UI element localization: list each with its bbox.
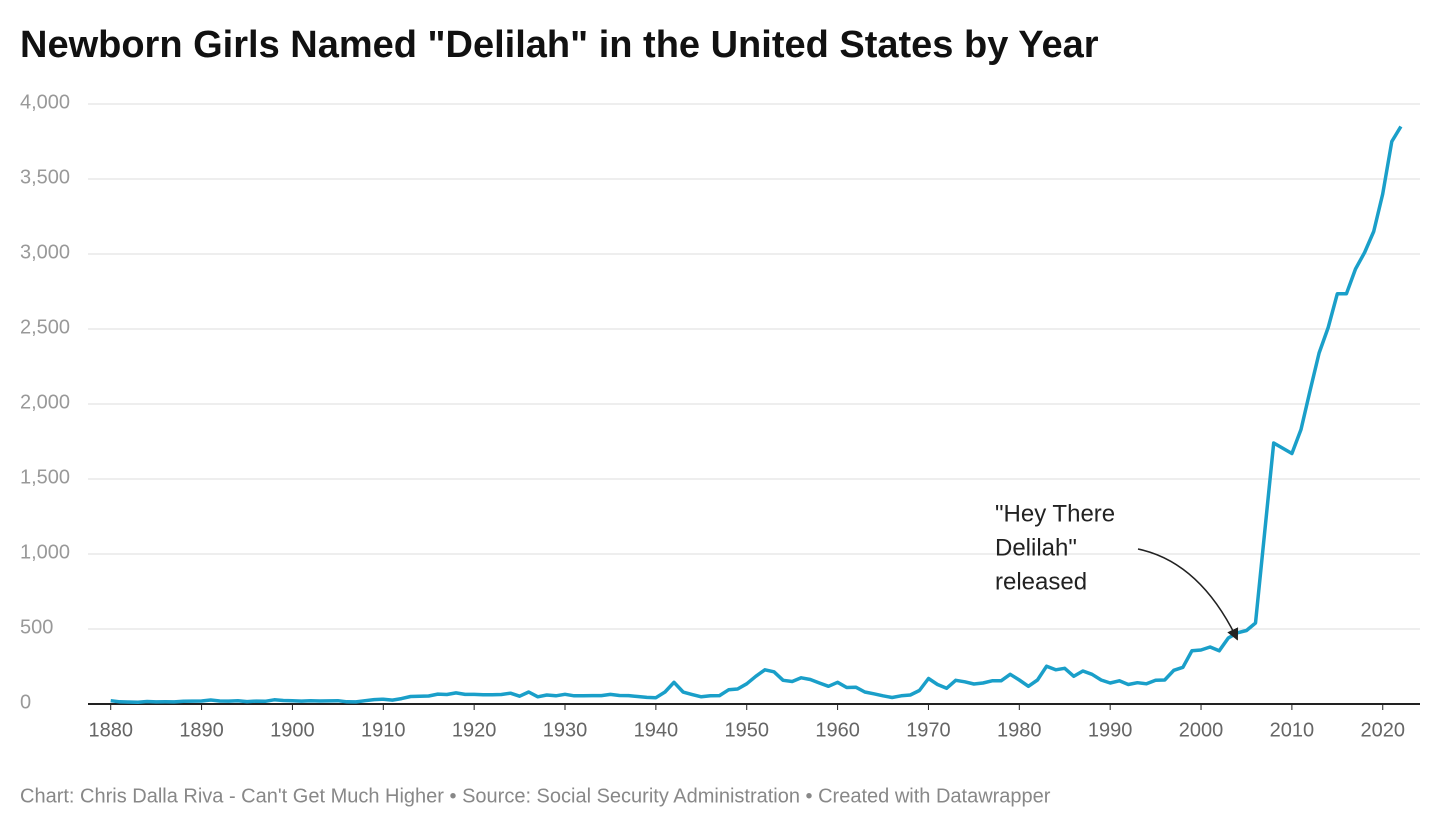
y-tick-label: 4,000: [20, 91, 70, 113]
chart-title: Newborn Girls Named "Delilah" in the Uni…: [20, 24, 1099, 66]
x-tick-label: 2000: [1179, 719, 1224, 741]
annotation-arrow: [1137, 548, 1239, 641]
x-tick-label: 1950: [724, 719, 769, 741]
annotation-text: released: [995, 568, 1087, 595]
x-tick-label: 1880: [88, 719, 133, 741]
x-tick-label: 1970: [906, 719, 951, 741]
x-tick-label: 1900: [270, 719, 315, 741]
x-tick-label: 2010: [1270, 719, 1315, 741]
data-line: [110, 125, 1403, 704]
annotation-text: "Hey There: [995, 500, 1115, 527]
y-tick-label: 1,000: [20, 541, 70, 563]
footer: Chart: Chris Dalla Riva - Can't Get Much…: [20, 785, 1051, 807]
y-tick-label: 3,500: [20, 166, 70, 188]
x-tick-label: 1910: [361, 719, 406, 741]
y-tick-label: 0: [20, 691, 31, 713]
x-tick-label: 1990: [1088, 719, 1133, 741]
y-tick-label: 2,500: [20, 316, 70, 338]
annotation-text: Delilah": [995, 534, 1077, 561]
x-tick-label: 1890: [179, 719, 224, 741]
x-tick-label: 1980: [997, 719, 1042, 741]
x-tick-label: 1960: [815, 719, 860, 741]
y-tick-label: 1,500: [20, 466, 70, 488]
x-tick-label: 2020: [1360, 719, 1405, 741]
x-tick-label: 1940: [634, 719, 679, 741]
x-tick-label: 1930: [543, 719, 588, 741]
y-tick-label: 3,000: [20, 241, 70, 263]
y-tick-label: 500: [20, 616, 53, 638]
y-tick-label: 2,000: [20, 391, 70, 413]
x-tick-label: 1920: [452, 719, 497, 741]
